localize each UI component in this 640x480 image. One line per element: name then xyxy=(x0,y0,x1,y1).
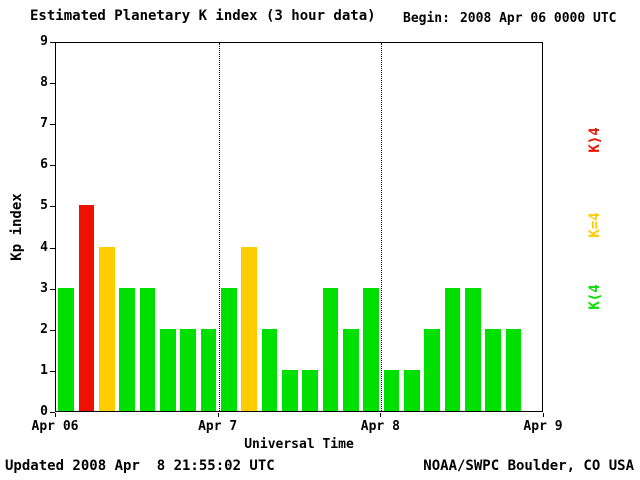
y-tick-label: 7 xyxy=(40,116,48,132)
kp-bar-10 xyxy=(261,328,278,411)
y-tick-mark xyxy=(50,165,55,167)
y-tick-mark xyxy=(50,206,55,208)
y-tick-mark xyxy=(50,370,55,372)
legend-k-above-4: K⟩4 xyxy=(587,127,603,153)
updated-timestamp: Updated 2008 Apr 8 21:55:02 UTC xyxy=(5,458,275,474)
kp-bar-14 xyxy=(343,328,359,411)
legend-k-below-4: K⟨4 xyxy=(587,284,603,310)
kp-bar-12 xyxy=(302,369,318,411)
kp-bar-3 xyxy=(119,287,135,411)
kp-bar-6 xyxy=(180,328,196,411)
begin-value: 2008 Apr 06 0000 UTC xyxy=(459,11,617,26)
kp-bar-9 xyxy=(241,246,257,411)
y-tick-label: 2 xyxy=(40,321,48,337)
kp-bar-4 xyxy=(139,287,156,411)
kp-bar-7 xyxy=(200,328,217,411)
y-tick-label: 3 xyxy=(40,280,48,296)
x-axis-title: Universal Time xyxy=(244,437,354,452)
y-tick-label: 9 xyxy=(40,34,48,49)
y-tick-mark xyxy=(50,124,55,126)
y-tick-label: 8 xyxy=(40,75,48,91)
y-tick-mark xyxy=(50,247,55,249)
kp-bar-0 xyxy=(58,287,74,411)
x-tick-label: Apr 06 xyxy=(31,419,79,434)
y-tick-label: 6 xyxy=(40,157,48,173)
kp-bar-16 xyxy=(383,369,400,411)
kp-bar-8 xyxy=(221,287,237,411)
source-attribution: NOAA/SWPC Boulder, CO USA xyxy=(423,458,634,474)
x-tick-label: Apr 7 xyxy=(198,419,238,434)
y-tick-label: 0 xyxy=(40,404,48,419)
kp-bar-18 xyxy=(424,328,440,411)
y-axis-title: Kp index xyxy=(9,193,25,261)
kp-bar-19 xyxy=(444,287,461,411)
chart-title: Estimated Planetary K index (3 hour data… xyxy=(30,8,376,24)
y-tick-label: 1 xyxy=(40,362,48,378)
begin-label: Begin: xyxy=(403,11,450,26)
kp-bar-1 xyxy=(78,205,95,411)
kp-bar-11 xyxy=(282,369,298,411)
x-tick-label: Apr 9 xyxy=(523,419,563,434)
kp-bar-13 xyxy=(322,287,339,411)
kp-bar-22 xyxy=(505,328,522,411)
y-tick-mark xyxy=(50,329,55,331)
begin-time: Begin: 2008 Apr 06 0000 UTC xyxy=(403,11,617,26)
y-tick-mark xyxy=(50,83,55,85)
x-tick-label: Apr 8 xyxy=(360,419,400,434)
x-tick-mark xyxy=(55,413,56,417)
plot-area xyxy=(55,42,543,412)
day-boundary-line xyxy=(381,43,383,411)
kp-bar-2 xyxy=(99,246,115,411)
kp-bar-15 xyxy=(363,287,379,411)
x-tick-mark xyxy=(543,413,544,417)
y-tick-label: 4 xyxy=(40,239,48,255)
legend-k-equal-4: K=4 xyxy=(587,212,603,238)
x-tick-mark xyxy=(380,413,382,417)
y-tick-mark xyxy=(50,42,55,43)
kp-bar-21 xyxy=(485,328,501,411)
y-tick-label: 5 xyxy=(40,198,48,214)
kp-bar-20 xyxy=(465,287,481,411)
kp-bar-5 xyxy=(160,328,176,411)
y-tick-mark xyxy=(50,288,55,290)
x-tick-mark xyxy=(217,413,219,417)
y-tick-mark xyxy=(50,412,55,413)
kp-bar-17 xyxy=(404,369,420,411)
day-boundary-line xyxy=(218,43,220,411)
